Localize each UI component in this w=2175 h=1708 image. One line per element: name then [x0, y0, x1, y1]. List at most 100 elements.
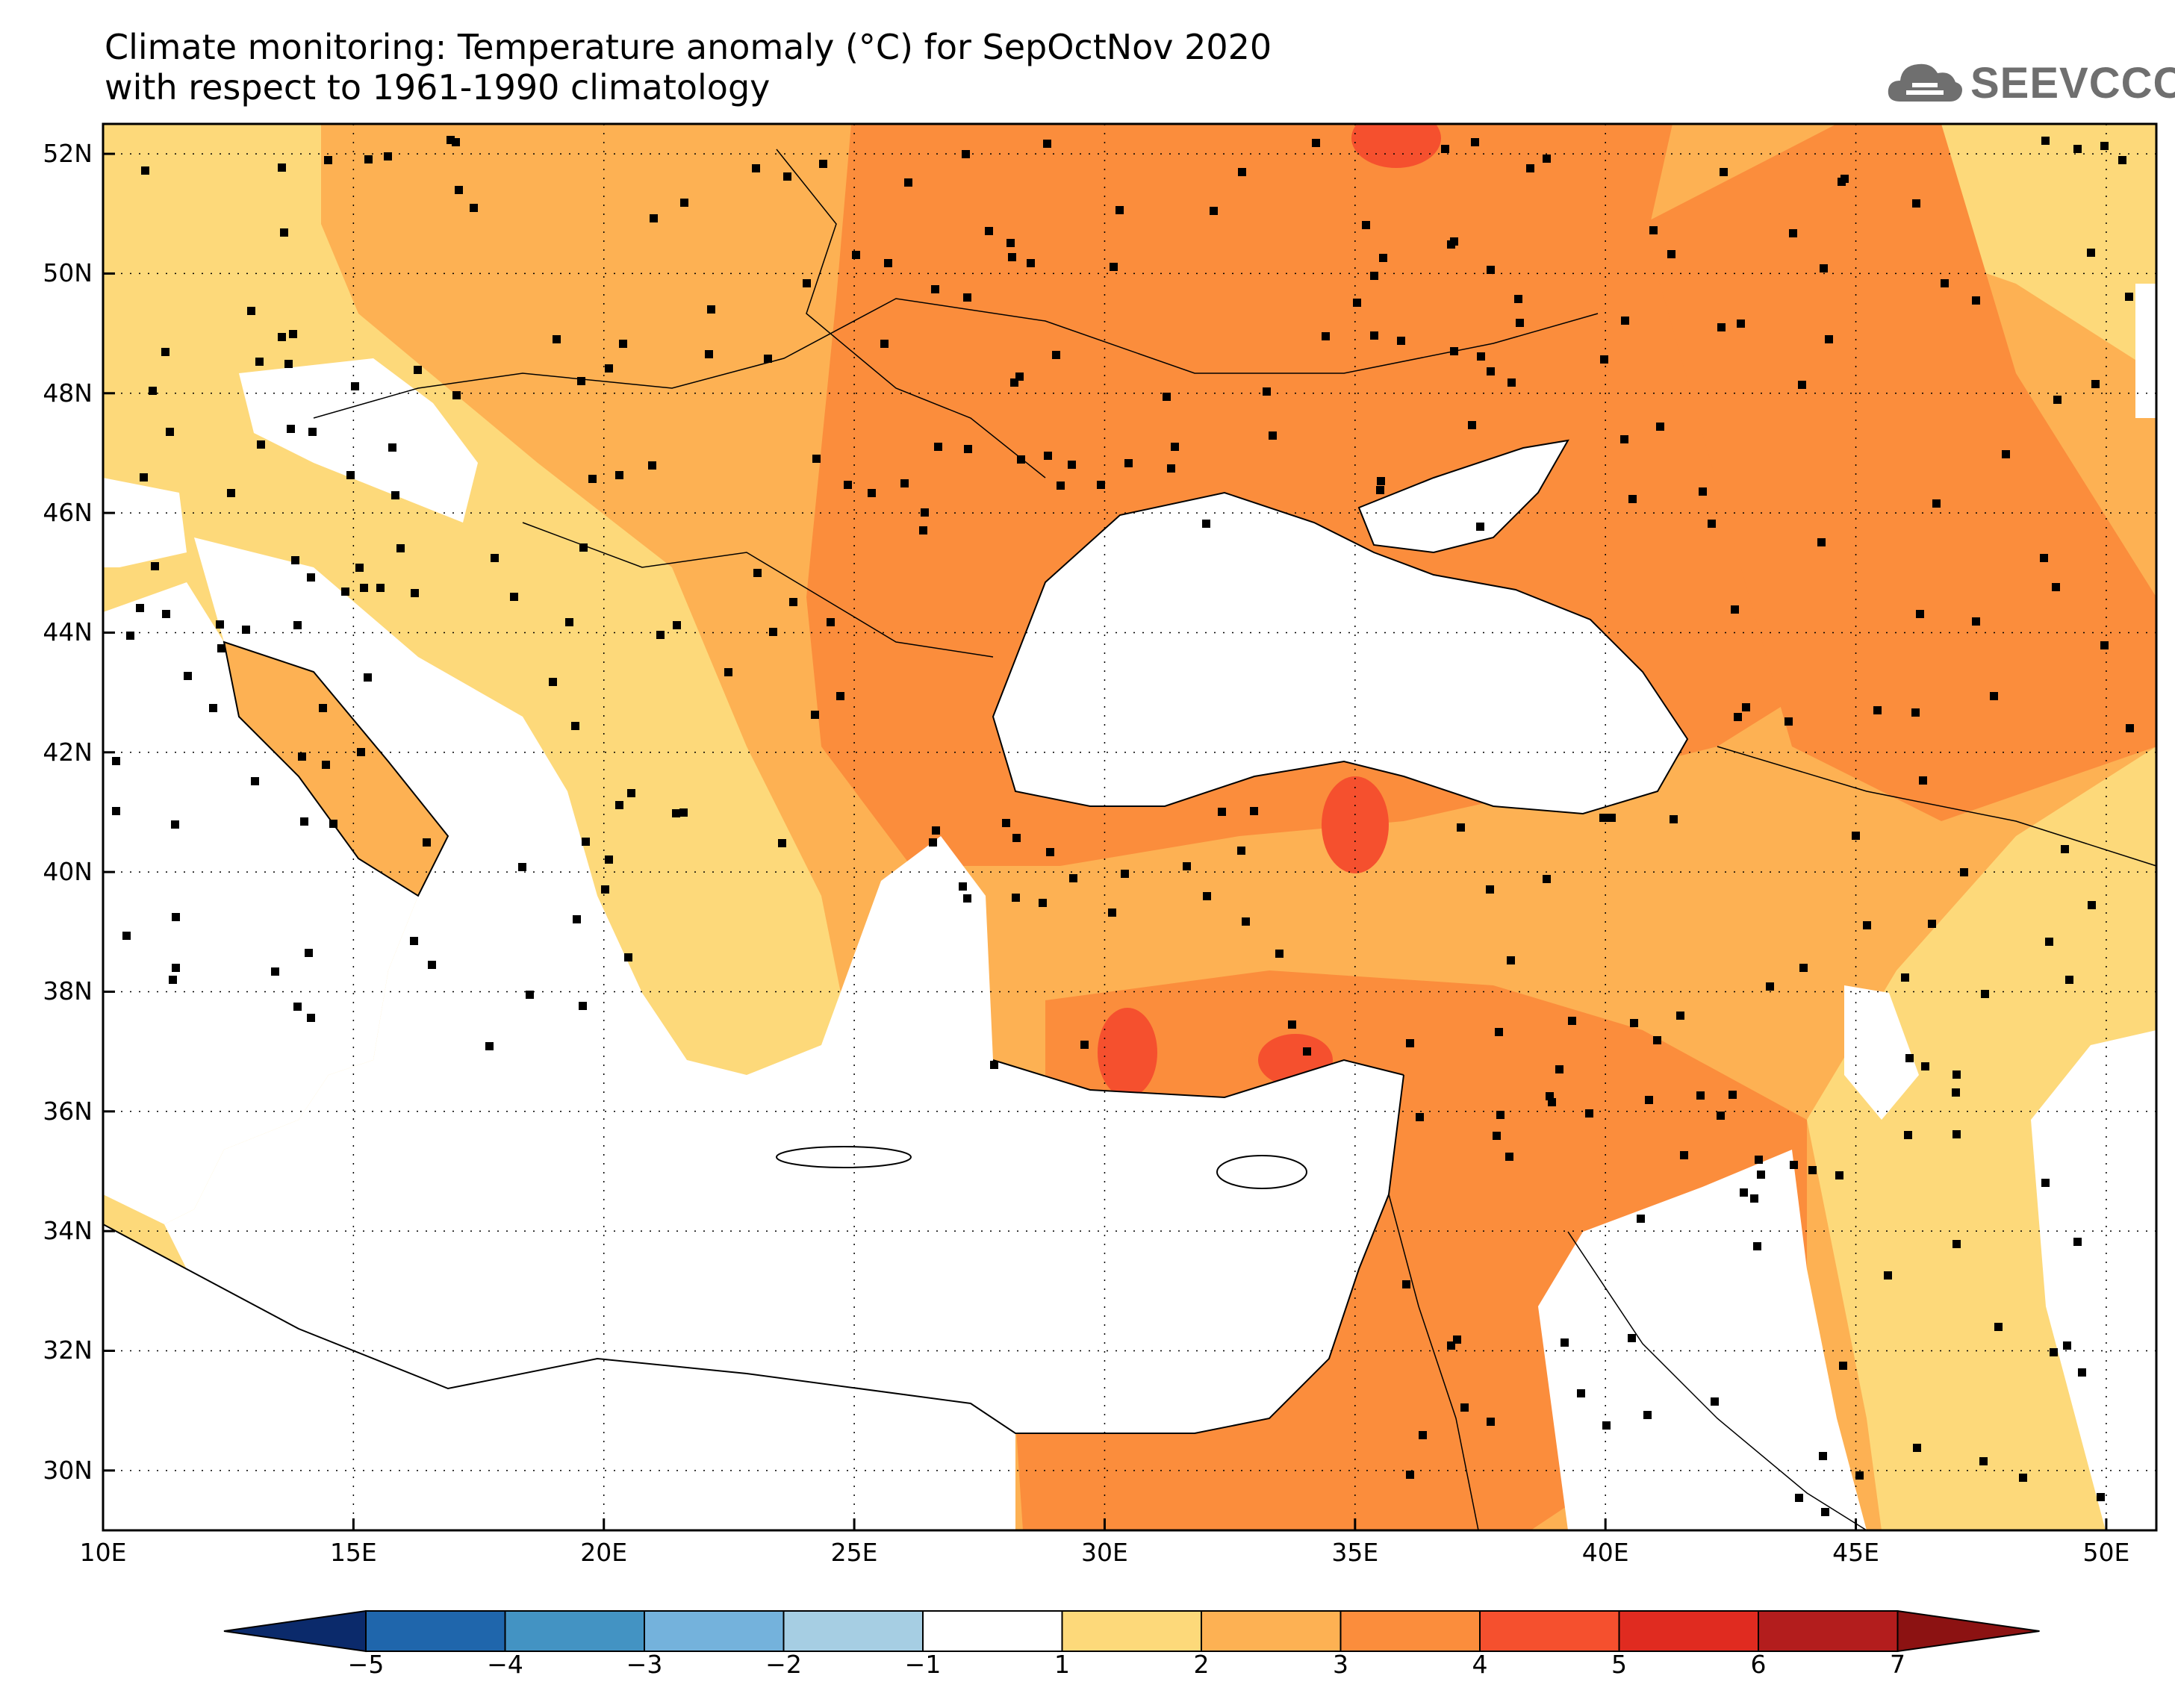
station-marker — [1820, 264, 1828, 272]
station-marker — [852, 251, 860, 259]
station-marker — [2053, 396, 2062, 404]
station-marker — [1981, 990, 1989, 998]
station-marker — [627, 789, 635, 797]
border-6 — [1717, 746, 2157, 867]
station-marker — [307, 573, 315, 582]
border-4 — [1567, 1231, 1867, 1531]
station-marker — [1838, 178, 1846, 186]
station-marker — [1450, 347, 1458, 355]
station-marker — [1543, 155, 1551, 163]
station-marker — [1312, 139, 1320, 147]
station-marker — [1250, 807, 1258, 815]
station-marker — [1630, 1019, 1638, 1027]
station-marker — [1904, 1131, 1912, 1139]
station-marker — [1548, 1098, 1556, 1106]
station-marker — [140, 473, 148, 481]
lat-label-42N: 42N — [43, 737, 93, 767]
station-marker — [1911, 708, 1920, 717]
station-marker — [624, 953, 632, 961]
station-marker — [1729, 1091, 1737, 1099]
anomaly-fields — [103, 124, 2156, 1530]
station-marker — [1218, 808, 1226, 816]
station-marker — [1493, 1132, 1501, 1140]
station-marker — [1397, 337, 1405, 345]
sea-mediterranean — [103, 582, 418, 1224]
station-marker — [278, 163, 286, 172]
station-marker — [171, 820, 179, 829]
lat-label-50N: 50N — [43, 258, 93, 288]
station-marker — [1737, 320, 1745, 328]
station-marker — [1913, 1444, 1921, 1452]
station-marker — [2063, 1341, 2071, 1350]
station-marker — [2041, 1179, 2050, 1187]
station-marker — [1110, 263, 1118, 271]
border-2 — [522, 522, 994, 658]
station-marker — [1039, 899, 1047, 907]
anomaly-fill-4-5-anatolia — [1322, 776, 1389, 873]
seevccc-logo: SEEVCCC — [1884, 49, 2175, 113]
station-marker — [1960, 868, 1968, 876]
station-marker — [769, 628, 777, 636]
station-marker — [1288, 1020, 1296, 1029]
lat-label-52N: 52N — [43, 139, 93, 169]
coast-crimea — [1357, 439, 1569, 554]
station-marker — [122, 932, 131, 940]
logo-text: SEEVCCC — [1970, 59, 2175, 107]
station-marker — [1012, 894, 1020, 902]
station-marker — [1884, 1271, 1892, 1280]
station-marker — [423, 838, 431, 847]
coast-crete — [776, 1146, 912, 1168]
station-marker — [1002, 819, 1010, 827]
station-marker — [2019, 1474, 2027, 1482]
station-marker — [1460, 1403, 1469, 1412]
colorbar-label: −1 — [904, 1650, 942, 1679]
station-marker — [1708, 520, 1716, 528]
station-marker — [1546, 1092, 1554, 1100]
station-marker — [1750, 1194, 1758, 1203]
station-marker — [1621, 317, 1629, 325]
station-marker — [257, 440, 265, 449]
station-marker — [346, 471, 355, 479]
station-marker — [112, 807, 120, 815]
station-marker — [904, 178, 912, 187]
station-marker — [278, 333, 286, 341]
lon-label-10E: 10E — [79, 1538, 127, 1567]
lat-label-46N: 46N — [43, 498, 93, 528]
station-marker — [1799, 964, 1808, 972]
station-marker — [1027, 259, 1035, 267]
station-marker — [112, 757, 120, 765]
station-marker — [615, 801, 623, 809]
station-marker — [884, 259, 892, 267]
station-marker — [364, 155, 373, 163]
station-marker — [2100, 142, 2109, 150]
station-marker — [410, 937, 418, 945]
station-marker — [2125, 293, 2133, 301]
station-marker — [1821, 1508, 1829, 1516]
lon-label-40E: 40E — [1581, 1538, 1629, 1567]
station-marker — [811, 711, 819, 719]
lon-label-45E: 45E — [1832, 1538, 1879, 1567]
station-marker — [919, 526, 927, 534]
station-marker — [470, 204, 478, 212]
station-marker — [1952, 1130, 1961, 1138]
station-marker — [1052, 351, 1060, 359]
station-marker — [360, 584, 368, 592]
station-marker — [1242, 917, 1250, 926]
station-marker — [1753, 1242, 1761, 1250]
station-marker — [1667, 250, 1675, 258]
station-marker — [1585, 1109, 1593, 1118]
station-marker — [1734, 713, 1742, 721]
anomaly-fill-3-4-east — [1643, 124, 2156, 821]
station-marker — [1731, 605, 1739, 614]
station-marker — [414, 366, 422, 374]
station-marker — [1124, 459, 1133, 467]
station-marker — [1441, 145, 1449, 153]
station-marker — [391, 491, 399, 499]
station-marker — [2118, 156, 2126, 164]
station-marker — [573, 915, 581, 923]
station-marker — [1600, 355, 1608, 364]
station-marker — [1057, 481, 1065, 490]
lon-label-30E: 30E — [1081, 1538, 1128, 1567]
station-marker — [921, 508, 929, 517]
